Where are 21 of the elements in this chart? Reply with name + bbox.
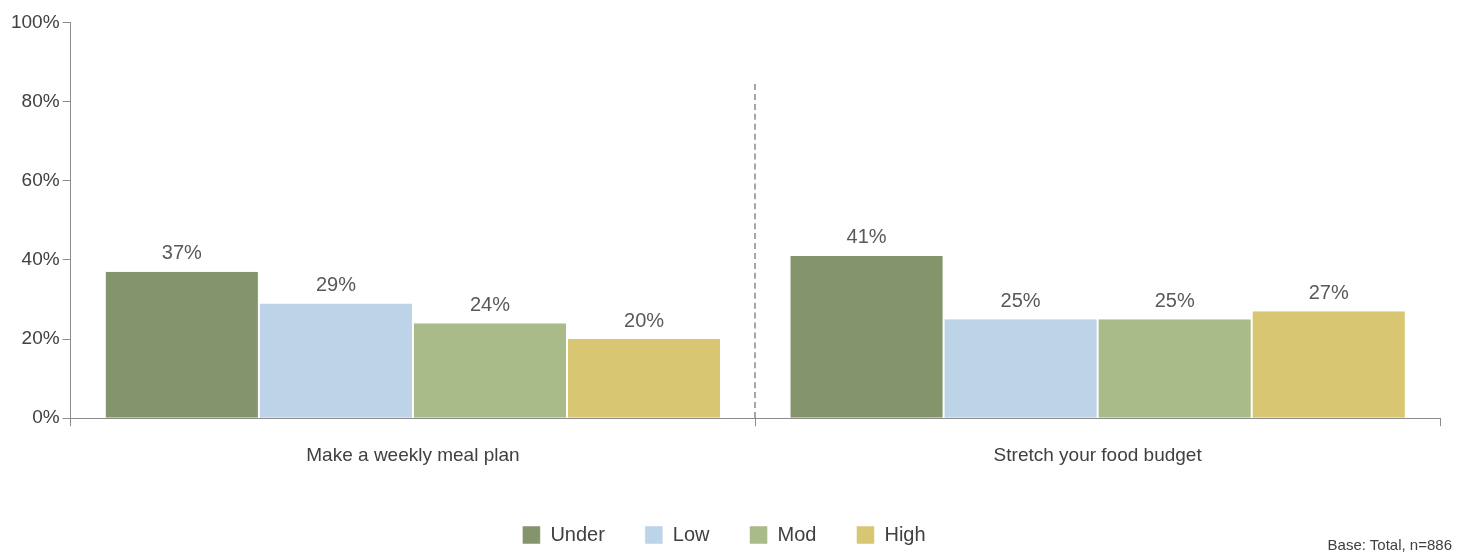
data-label: 20% (624, 308, 665, 331)
legend-label: Mod (777, 522, 817, 545)
y-tick-label: 100% (10, 10, 60, 32)
data-label: 41% (846, 225, 887, 248)
data-label: 37% (161, 241, 203, 264)
data-label: 25% (1154, 288, 1195, 311)
data-label: 27% (1308, 280, 1349, 303)
legend-label: Under (550, 522, 606, 545)
x-tick-label: Stretch your food budget (993, 443, 1203, 465)
y-tick-label: 60% (21, 168, 60, 190)
text: Base: Total, n=886 (1327, 535, 1452, 553)
x-tick-label: Make a weekly meal plan (306, 443, 520, 465)
y-tick-label: 0% (32, 406, 60, 428)
legend-label: Low (672, 522, 711, 545)
data-label: 29% (315, 272, 357, 295)
y-tick-label: 80% (21, 89, 60, 111)
legend-label: High (884, 522, 926, 545)
data-label: 24% (469, 292, 511, 315)
data-label: 25% (1000, 288, 1041, 311)
y-tick-label: 40% (21, 248, 60, 270)
y-tick-label: 20% (21, 327, 60, 349)
